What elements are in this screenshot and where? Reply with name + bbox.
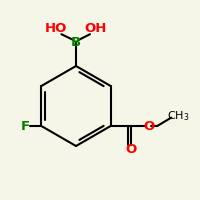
Text: O: O xyxy=(125,143,136,156)
Text: F: F xyxy=(21,119,30,132)
Text: OH: OH xyxy=(84,22,106,35)
Text: B: B xyxy=(71,36,81,49)
Text: CH$_3$: CH$_3$ xyxy=(167,109,190,123)
Text: O: O xyxy=(143,119,154,132)
Text: HO: HO xyxy=(45,22,67,35)
